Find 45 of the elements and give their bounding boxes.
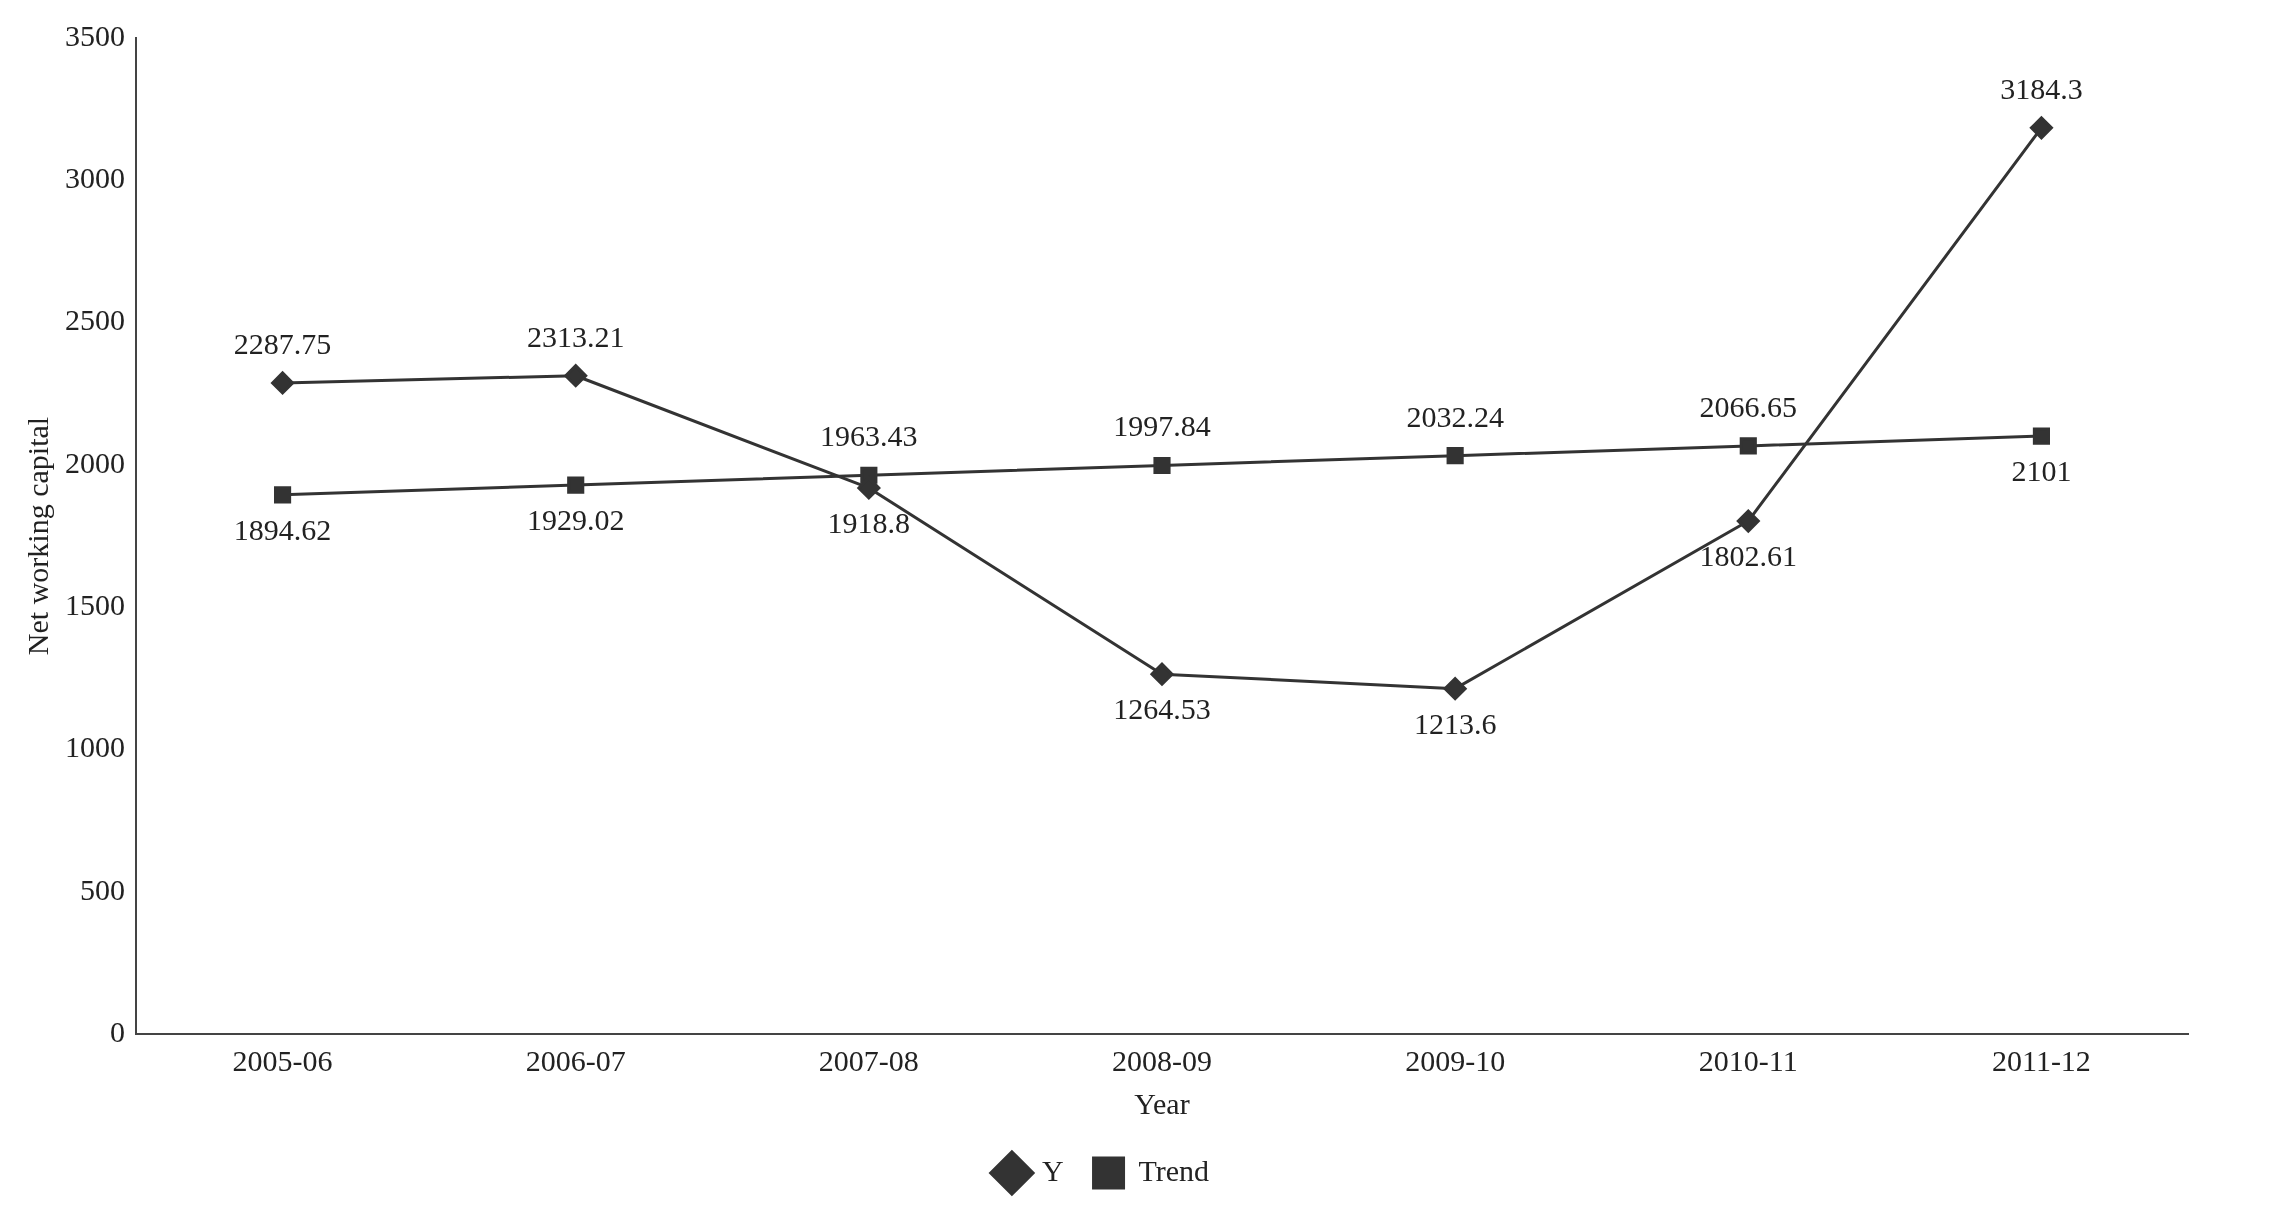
point xyxy=(1446,447,1464,465)
x-tick-label: 2005-06 xyxy=(232,1043,333,1077)
y-axis-title: Net working capital xyxy=(20,416,54,656)
x-tick-label: 2008-09 xyxy=(1112,1043,1212,1077)
data-label: 1929.02 xyxy=(526,502,625,536)
y-tick-label: 1000 xyxy=(65,730,125,764)
y-tick-label: 3500 xyxy=(65,18,125,52)
data-label: 3184.3 xyxy=(2000,71,2083,105)
data-label: 2032.24 xyxy=(1406,399,1504,433)
y-tick-label: 500 xyxy=(80,872,125,906)
point xyxy=(1443,677,1467,701)
x-tick-label: 2007-08 xyxy=(818,1043,919,1077)
x-tick-label: 2006-07 xyxy=(525,1043,626,1077)
data-label: 1997.84 xyxy=(1113,409,1211,443)
data-label: 1918.8 xyxy=(827,505,911,539)
point xyxy=(1150,662,1174,686)
point xyxy=(1739,437,1757,455)
data-label: 2066.65 xyxy=(1699,389,1798,423)
data-label: 1264.53 xyxy=(1113,692,1211,726)
point xyxy=(2029,116,2053,140)
y-tick-label: 1500 xyxy=(65,588,125,622)
data-label: 2101 xyxy=(2011,453,2072,487)
x-tick-label: 2011-12 xyxy=(1991,1043,2091,1077)
point xyxy=(271,371,295,395)
y-tick-label: 0 xyxy=(110,1014,125,1048)
legend-label: Y xyxy=(1041,1153,1064,1187)
point xyxy=(1736,509,1760,533)
point xyxy=(2032,427,2050,445)
x-tick-label: 2010-11 xyxy=(1698,1043,1798,1077)
data-label: 2313.21 xyxy=(526,319,625,353)
x-tick-label: 2009-10 xyxy=(1405,1043,1506,1077)
data-label: 1894.62 xyxy=(233,512,332,546)
data-label: 2287.75 xyxy=(233,326,332,360)
y-tick-label: 3000 xyxy=(65,161,125,195)
y-tick-label: 2000 xyxy=(65,445,125,479)
point xyxy=(274,486,292,504)
point xyxy=(1153,456,1171,475)
data-label: 1802.61 xyxy=(1699,538,1798,572)
y-tick-label: 2500 xyxy=(65,303,125,337)
data-label: 1213.6 xyxy=(1413,706,1497,740)
data-label: 1963.43 xyxy=(820,419,918,453)
legend-label: Trend xyxy=(1138,1153,1210,1187)
point xyxy=(564,364,588,388)
point xyxy=(567,476,585,494)
x-axis-title: Year xyxy=(1134,1086,1190,1120)
